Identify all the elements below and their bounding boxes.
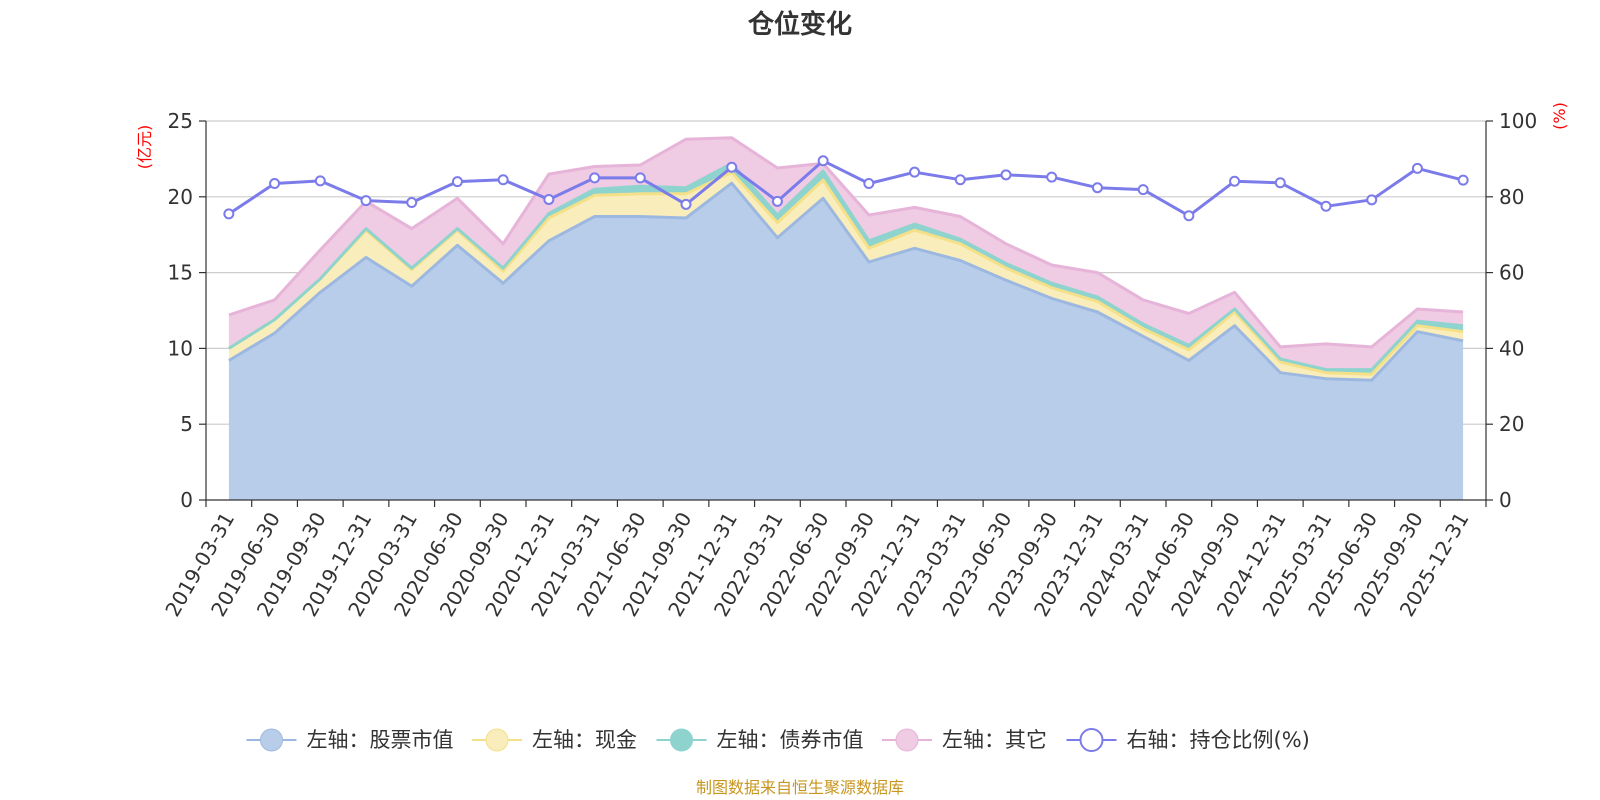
ratio-point (1457, 174, 1469, 186)
left-axis-tick-label: 5 (180, 412, 193, 436)
left-axis-tick-label: 20 (168, 185, 193, 209)
ratio-point (360, 195, 372, 207)
stacked-areas (228, 136, 1464, 500)
ratio-point (817, 155, 829, 167)
ratio-point (1091, 182, 1103, 194)
left-axis-tick-label: 15 (168, 261, 193, 285)
ratio-point (223, 208, 235, 220)
legend-marker (1079, 728, 1104, 752)
ratio-point (1000, 169, 1012, 181)
left-axis-tick-label: 25 (168, 109, 193, 133)
ratio-point (497, 174, 509, 186)
left-axis-unit: (亿元) (135, 125, 154, 170)
x-axis-labels: 2019-03-312019-06-302019-09-302019-12-31… (160, 508, 1473, 621)
line-左轴：其它 (228, 136, 1464, 349)
legend-item[interactable]: 左轴：其它 (882, 728, 1047, 752)
y-axis-labels: 0 5 10 15 20 25 0 20 40 60 80 100 (168, 109, 1538, 512)
axes (199, 120, 1493, 507)
right-axis-tick-label: 60 (1499, 261, 1524, 285)
ratio-point (726, 161, 738, 173)
ratio-point (451, 176, 463, 188)
legend-item[interactable]: 右轴：持仓比例(%) (1066, 728, 1310, 752)
legend-item[interactable]: 左轴：债券市值 (656, 728, 864, 752)
right-axis-tick-label: 80 (1499, 185, 1524, 209)
ratio-point (954, 174, 966, 186)
ratio-point (634, 172, 646, 184)
legend-marker (895, 728, 919, 752)
area-左轴：股票市值 (228, 183, 1464, 500)
line-左轴：股票市值 (228, 181, 1464, 382)
ratio-point (1274, 177, 1286, 189)
ratio-point (314, 175, 326, 187)
ratio-point (863, 178, 875, 190)
ratio-point (771, 195, 783, 207)
ratio-point (543, 193, 555, 205)
left-axis-tick-label: 0 (180, 488, 193, 512)
legend-label: 左轴：债券市值 (717, 728, 864, 752)
legend[interactable]: 左轴：股票市值 左轴：现金 左轴：债券市值 左轴：其它 右轴：持仓比例(%) (246, 728, 1310, 752)
ratio-point (1137, 184, 1149, 196)
legend-label: 左轴：其它 (942, 728, 1047, 752)
right-axis-tick-label: 40 (1499, 336, 1524, 360)
ratio-point (680, 198, 692, 210)
ratio-point (1046, 171, 1058, 183)
legend-marker (260, 728, 283, 752)
legend-item[interactable]: 左轴：股票市值 (246, 728, 454, 752)
right-axis-unit: (%) (1550, 102, 1569, 130)
ratio-point (909, 166, 921, 178)
legend-marker (670, 728, 693, 752)
right-axis-tick-label: 100 (1499, 109, 1537, 133)
legend-label: 左轴：现金 (532, 728, 637, 752)
ratio-point (1183, 210, 1195, 222)
legend-label: 右轴：持仓比例(%) (1127, 728, 1310, 752)
legend-label: 左轴：股票市值 (307, 728, 454, 752)
chart-title: 仓位变化 (747, 9, 852, 40)
right-axis-tick-label: 20 (1499, 412, 1524, 436)
left-axis-tick-label: 10 (168, 336, 193, 360)
legend-item[interactable]: 左轴：现金 (472, 728, 637, 752)
ratio-point (269, 178, 281, 190)
ratio-point (406, 196, 418, 208)
ratio-point (1229, 175, 1241, 187)
data-source-note: 制图数据来自恒生聚源数据库 (696, 778, 904, 797)
ratio-point (1411, 162, 1423, 174)
ratio-point (1320, 200, 1332, 212)
ratio-point (589, 172, 601, 184)
ratio-point (1366, 194, 1378, 206)
legend-marker (485, 728, 509, 752)
ratio-line-series (223, 155, 1469, 222)
line-左轴：债券市值 (228, 161, 1464, 372)
ratio-line (228, 159, 1464, 218)
right-axis-tick-label: 0 (1499, 488, 1512, 512)
